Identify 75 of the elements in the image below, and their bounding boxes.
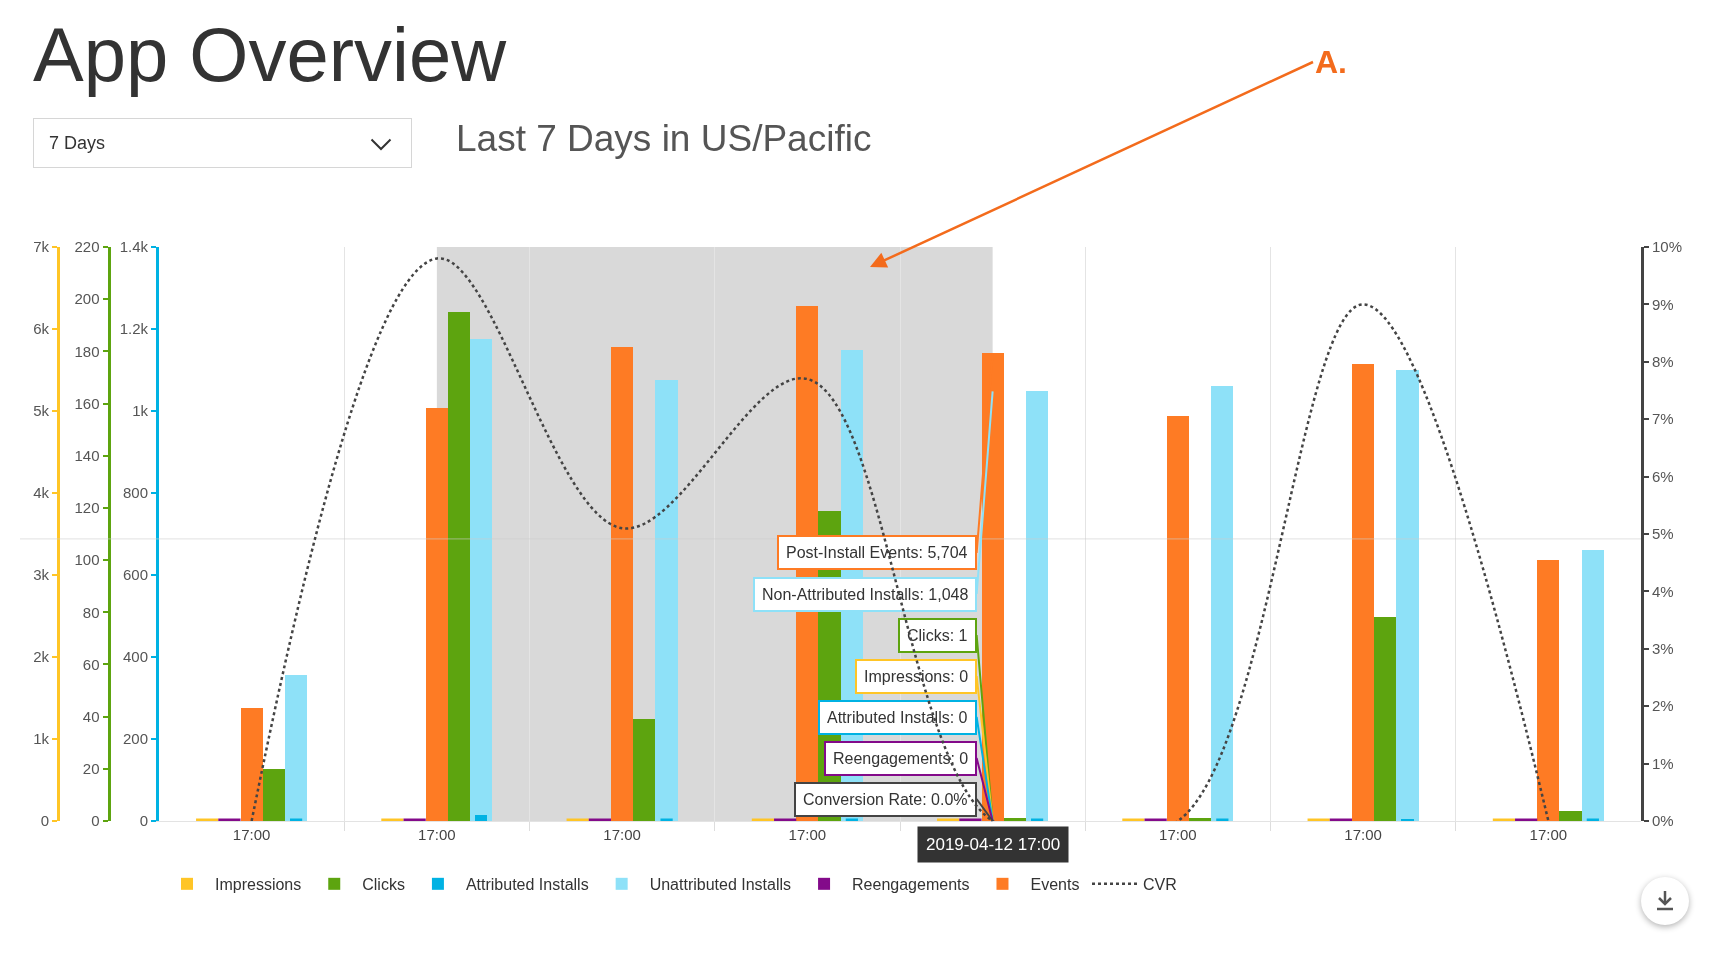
y3-tick-label: 400 bbox=[122, 648, 148, 666]
y2-tick-label: 220 bbox=[74, 238, 100, 256]
annotation: Conversion Rate: 0.0% bbox=[803, 791, 968, 808]
bar bbox=[633, 719, 656, 821]
line-series bbox=[250, 257, 1550, 821]
y-tick-label: 0 bbox=[40, 812, 49, 830]
annotation: Clicks: 1 bbox=[907, 627, 968, 644]
dropdown: 7 Days bbox=[33, 118, 412, 168]
y-tick-label: 6k bbox=[33, 320, 50, 338]
annotation: Impressions: 0 bbox=[864, 668, 969, 685]
bar bbox=[240, 707, 263, 821]
y3-tick-label: 1.4k bbox=[119, 238, 149, 256]
x-tick-label: 17:00 bbox=[1159, 826, 1197, 843]
y2-tick-label: 140 bbox=[74, 446, 100, 464]
y-tick-label: 8% bbox=[1652, 353, 1674, 371]
y3-tick-label: 800 bbox=[122, 484, 148, 502]
y2-tick-label: 0 bbox=[91, 812, 100, 830]
y-tick-label: 4k bbox=[33, 484, 50, 502]
x-tick-label: 17:00 bbox=[418, 826, 456, 843]
y-tick-label: 3% bbox=[1652, 640, 1674, 658]
y3-tick-label: 600 bbox=[122, 566, 148, 584]
y-tick-label: 5k bbox=[33, 402, 50, 420]
bar bbox=[611, 347, 634, 821]
legend-label: Events bbox=[1030, 876, 1080, 894]
y2-tick-label: 180 bbox=[74, 342, 100, 360]
text: 2019-04-12 17:00 bbox=[926, 835, 1061, 854]
bar bbox=[1188, 818, 1212, 821]
y-tick-label: 7% bbox=[1652, 410, 1674, 428]
legend-label: Unattributed Installs bbox=[649, 876, 792, 894]
y-tick-label: 4% bbox=[1652, 582, 1674, 600]
legend-label: Attributed Installs bbox=[465, 876, 589, 894]
x-tick-label: 17:00 bbox=[232, 826, 271, 843]
y-tick-label: 3k bbox=[33, 566, 50, 584]
bar bbox=[1537, 560, 1560, 821]
y2-tick-label: 60 bbox=[82, 655, 100, 673]
y-tick-label: 0% bbox=[1652, 812, 1674, 830]
annotation: Post-Install Events: 5,704 bbox=[786, 544, 968, 561]
bar bbox=[1559, 810, 1582, 821]
x-tick-label: 17:00 bbox=[788, 826, 827, 843]
annotation: Reengagements: 0 bbox=[833, 750, 969, 767]
y2-tick-label: 80 bbox=[82, 603, 100, 621]
bar bbox=[1352, 364, 1375, 821]
y-tick-label: 2% bbox=[1652, 697, 1674, 715]
y3-tick-label: 0 bbox=[139, 812, 148, 830]
annotation: Attributed Installs: 0 bbox=[827, 709, 968, 726]
x-tick-label: 17:00 bbox=[1344, 826, 1382, 843]
y-tick-label: 6% bbox=[1652, 467, 1674, 485]
y-tick-label: 1k bbox=[33, 730, 50, 748]
annotation: Non-Attributed Installs: 1,048 bbox=[762, 586, 969, 603]
y-tick-label: 5% bbox=[1652, 525, 1674, 543]
bar bbox=[1003, 818, 1026, 821]
y2-tick-label: 120 bbox=[74, 499, 100, 517]
bar bbox=[1166, 415, 1189, 821]
y-tick-label: 9% bbox=[1652, 295, 1674, 313]
y-tick-label: 1% bbox=[1652, 754, 1674, 772]
y3-tick-label: 200 bbox=[122, 730, 148, 748]
y2-tick-label: 20 bbox=[82, 760, 100, 778]
x-tick-label: 17:00 bbox=[1529, 826, 1568, 843]
text: A. bbox=[1315, 44, 1347, 80]
chart-subtitle: Last 7 Days in US/Pacific bbox=[456, 118, 872, 159]
y2-tick-label: 100 bbox=[74, 551, 100, 569]
y2-tick-label: 200 bbox=[74, 290, 100, 308]
y2-tick-label: 160 bbox=[74, 394, 100, 412]
legend-label: CVR bbox=[1143, 876, 1177, 894]
y-tick-label: 10% bbox=[1652, 238, 1683, 256]
legend-label: Impressions bbox=[215, 876, 302, 894]
legend-label: Reengagements bbox=[852, 876, 970, 894]
y-tick-label: 7k bbox=[33, 238, 50, 256]
x-tick-label: 17:00 bbox=[603, 826, 641, 843]
y3-tick-label: 1k bbox=[132, 402, 149, 420]
legend-label: Clicks bbox=[362, 876, 405, 894]
y2-tick-label: 40 bbox=[82, 707, 100, 725]
y-tick-label: 2k bbox=[33, 648, 50, 666]
y3-tick-label: 1.2k bbox=[119, 320, 149, 338]
chart-title: App Overview bbox=[33, 12, 507, 97]
